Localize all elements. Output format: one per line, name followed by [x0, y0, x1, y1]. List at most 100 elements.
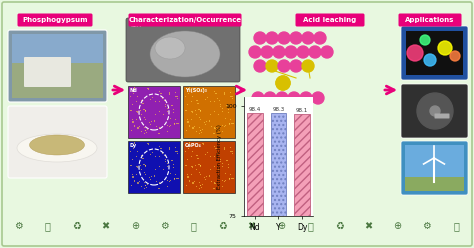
- FancyBboxPatch shape: [213, 133, 215, 134]
- FancyBboxPatch shape: [145, 110, 146, 112]
- FancyBboxPatch shape: [176, 123, 177, 124]
- FancyBboxPatch shape: [228, 123, 230, 124]
- FancyBboxPatch shape: [173, 178, 175, 180]
- FancyBboxPatch shape: [154, 120, 155, 122]
- FancyBboxPatch shape: [164, 155, 165, 156]
- FancyBboxPatch shape: [137, 151, 138, 153]
- FancyBboxPatch shape: [167, 131, 168, 132]
- FancyBboxPatch shape: [128, 86, 180, 138]
- FancyBboxPatch shape: [218, 169, 219, 170]
- FancyBboxPatch shape: [187, 174, 188, 175]
- Circle shape: [276, 76, 290, 90]
- FancyBboxPatch shape: [147, 129, 148, 130]
- Text: 🗑: 🗑: [190, 221, 196, 231]
- FancyBboxPatch shape: [401, 141, 468, 195]
- FancyBboxPatch shape: [173, 167, 174, 168]
- FancyBboxPatch shape: [186, 88, 187, 90]
- FancyBboxPatch shape: [148, 89, 149, 90]
- FancyBboxPatch shape: [222, 111, 223, 112]
- FancyBboxPatch shape: [185, 96, 186, 97]
- FancyBboxPatch shape: [222, 186, 223, 187]
- FancyBboxPatch shape: [211, 126, 212, 127]
- Text: 🗑: 🗑: [453, 221, 459, 231]
- FancyBboxPatch shape: [189, 142, 190, 144]
- Text: ⊕: ⊕: [393, 221, 401, 231]
- FancyBboxPatch shape: [169, 147, 170, 148]
- Circle shape: [430, 106, 440, 116]
- FancyBboxPatch shape: [220, 104, 221, 105]
- FancyBboxPatch shape: [175, 92, 176, 93]
- FancyBboxPatch shape: [8, 106, 107, 178]
- Circle shape: [290, 60, 302, 72]
- Circle shape: [252, 92, 264, 104]
- FancyBboxPatch shape: [176, 98, 178, 99]
- FancyBboxPatch shape: [228, 164, 229, 165]
- Ellipse shape: [155, 37, 185, 59]
- FancyBboxPatch shape: [399, 13, 462, 27]
- FancyBboxPatch shape: [133, 148, 134, 150]
- FancyBboxPatch shape: [141, 155, 143, 156]
- Text: 98.1: 98.1: [296, 108, 308, 113]
- FancyBboxPatch shape: [172, 160, 173, 161]
- FancyBboxPatch shape: [228, 178, 230, 180]
- Circle shape: [309, 46, 321, 58]
- Circle shape: [300, 92, 312, 104]
- FancyBboxPatch shape: [224, 92, 225, 93]
- FancyBboxPatch shape: [203, 89, 204, 90]
- FancyBboxPatch shape: [204, 122, 205, 123]
- FancyBboxPatch shape: [210, 114, 211, 116]
- FancyBboxPatch shape: [163, 169, 164, 170]
- FancyBboxPatch shape: [192, 127, 194, 128]
- FancyBboxPatch shape: [188, 89, 189, 91]
- FancyBboxPatch shape: [199, 109, 200, 110]
- FancyBboxPatch shape: [176, 151, 178, 152]
- Circle shape: [314, 32, 326, 44]
- FancyBboxPatch shape: [155, 156, 156, 157]
- FancyBboxPatch shape: [144, 117, 145, 118]
- FancyBboxPatch shape: [152, 97, 153, 98]
- FancyBboxPatch shape: [128, 141, 180, 193]
- Circle shape: [261, 46, 273, 58]
- FancyBboxPatch shape: [165, 159, 166, 160]
- FancyBboxPatch shape: [231, 96, 233, 97]
- FancyBboxPatch shape: [159, 101, 160, 102]
- FancyBboxPatch shape: [134, 142, 135, 144]
- FancyBboxPatch shape: [205, 124, 206, 125]
- FancyBboxPatch shape: [170, 118, 171, 119]
- FancyBboxPatch shape: [151, 121, 152, 122]
- FancyBboxPatch shape: [220, 159, 221, 160]
- FancyBboxPatch shape: [169, 93, 171, 95]
- FancyBboxPatch shape: [221, 163, 223, 164]
- FancyBboxPatch shape: [170, 124, 171, 126]
- FancyBboxPatch shape: [159, 127, 160, 128]
- FancyBboxPatch shape: [205, 98, 206, 100]
- FancyBboxPatch shape: [196, 169, 197, 170]
- FancyBboxPatch shape: [225, 180, 226, 181]
- FancyBboxPatch shape: [165, 161, 166, 162]
- Circle shape: [276, 92, 288, 104]
- FancyBboxPatch shape: [187, 119, 188, 120]
- FancyBboxPatch shape: [141, 131, 142, 132]
- Circle shape: [285, 46, 297, 58]
- FancyBboxPatch shape: [149, 177, 150, 178]
- FancyBboxPatch shape: [185, 110, 187, 112]
- Bar: [294, 114, 310, 248]
- FancyBboxPatch shape: [146, 132, 147, 133]
- FancyBboxPatch shape: [147, 143, 149, 144]
- FancyBboxPatch shape: [173, 112, 174, 113]
- FancyBboxPatch shape: [144, 133, 145, 134]
- Circle shape: [424, 54, 436, 66]
- FancyBboxPatch shape: [142, 103, 144, 104]
- FancyBboxPatch shape: [231, 153, 233, 154]
- FancyBboxPatch shape: [24, 57, 71, 87]
- FancyBboxPatch shape: [232, 123, 234, 124]
- FancyBboxPatch shape: [155, 114, 156, 116]
- FancyBboxPatch shape: [224, 149, 226, 150]
- FancyBboxPatch shape: [189, 125, 191, 126]
- FancyBboxPatch shape: [196, 100, 198, 101]
- FancyBboxPatch shape: [186, 185, 187, 186]
- FancyBboxPatch shape: [227, 160, 228, 161]
- FancyBboxPatch shape: [130, 110, 131, 112]
- FancyBboxPatch shape: [159, 146, 160, 147]
- FancyBboxPatch shape: [194, 126, 195, 127]
